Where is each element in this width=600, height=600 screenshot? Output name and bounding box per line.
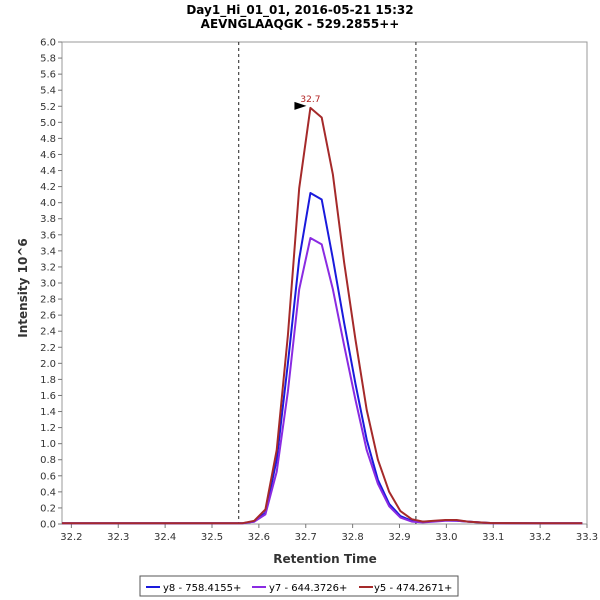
y-tick-label: 2.8 <box>40 295 56 306</box>
x-tick-label: 32.6 <box>248 532 270 543</box>
x-axis-label: Retention Time <box>273 552 377 566</box>
y-tick-label: 0.0 <box>40 520 56 531</box>
y-tick-label: 4.2 <box>40 182 56 193</box>
x-axis: 32.2 32.3 32.4 32.5 32.6 32.7 32.8 32.9 33.0 33.1… <box>60 524 598 543</box>
x-tick-label: 33.3 <box>576 532 598 543</box>
y-tick-label: 4.8 <box>40 134 56 145</box>
y-axis: 0.0 0.2 0.4 0.6 0.8 1.0 1.2 1.4 1.6 1.8 2.0 2.2 2.4 2… <box>40 38 62 531</box>
y-tick-label: 5.4 <box>40 86 56 97</box>
y-tick-label: 1.8 <box>40 375 56 386</box>
y-tick-label: 0.6 <box>40 471 56 482</box>
x-tick-label: 32.3 <box>107 532 129 543</box>
y-tick-label: 5.2 <box>40 102 56 113</box>
y-axis-label: Intensity 10^6 <box>16 238 30 338</box>
y-tick-label: 5.8 <box>40 54 56 65</box>
x-tick-label: 32.4 <box>154 532 176 543</box>
legend-label-y7: y7 - 644.3726+ <box>269 583 347 594</box>
peak-label: 32.7 <box>300 95 320 105</box>
y-tick-label: 3.6 <box>40 230 56 241</box>
y-tick-label: 3.4 <box>40 246 56 257</box>
x-tick-label: 33.2 <box>529 532 551 543</box>
y-tick-label: 2.6 <box>40 311 56 322</box>
y-tick-label: 6.0 <box>40 38 56 49</box>
y-tick-label: 0.8 <box>40 455 56 466</box>
y-tick-label: 5.6 <box>40 70 56 81</box>
x-tick-label: 32.7 <box>295 532 317 543</box>
legend-box <box>139 575 459 597</box>
x-tick-label: 32.2 <box>60 532 82 543</box>
y-tick-label: 1.4 <box>40 407 56 418</box>
y-tick-label: 5.0 <box>40 118 56 129</box>
peak-annotation: 32.7 <box>294 95 320 110</box>
x-tick-label: 32.5 <box>201 532 223 543</box>
x-tick-label: 33.0 <box>435 532 457 543</box>
y-tick-label: 2.2 <box>40 343 56 354</box>
legend: y8 - 758.4155+ y7 - 644.3726+ y5 - 474.2… <box>139 575 459 597</box>
chart-subtitle: AEVNGLAAQGK - 529.2855++ <box>201 17 400 31</box>
legend-label-y5: y5 - 474.2671+ <box>374 583 452 594</box>
x-tick-label: 32.9 <box>388 532 410 543</box>
y-tick-label: 3.8 <box>40 214 56 225</box>
y-tick-label: 3.0 <box>40 279 56 290</box>
y-tick-label: 2.4 <box>40 327 56 338</box>
y-tick-label: 4.0 <box>40 198 56 209</box>
y-tick-label: 3.2 <box>40 262 56 273</box>
series-lines <box>62 106 583 525</box>
y-tick-label: 1.2 <box>40 423 56 434</box>
y-tick-label: 0.4 <box>40 487 56 498</box>
y-tick-label: 1.6 <box>40 391 56 402</box>
y-tick-label: 0.2 <box>40 503 56 514</box>
y-tick-label: 4.6 <box>40 150 56 161</box>
legend-label-y8: y8 - 758.4155+ <box>163 583 241 594</box>
x-tick-label: 33.1 <box>482 532 504 543</box>
y-tick-label: 2.0 <box>40 359 56 370</box>
y-tick-label: 1.0 <box>40 439 56 450</box>
x-tick-label: 32.8 <box>341 532 363 543</box>
series-y5-line <box>62 106 583 525</box>
plot-area <box>61 41 588 525</box>
integration-boundaries <box>238 42 417 524</box>
peak-marker <box>294 101 307 110</box>
y-tick-label: 4.4 <box>40 166 56 177</box>
chart-title: Day1_Hi_01_01, 2016-05-21 15:32 <box>186 3 413 18</box>
